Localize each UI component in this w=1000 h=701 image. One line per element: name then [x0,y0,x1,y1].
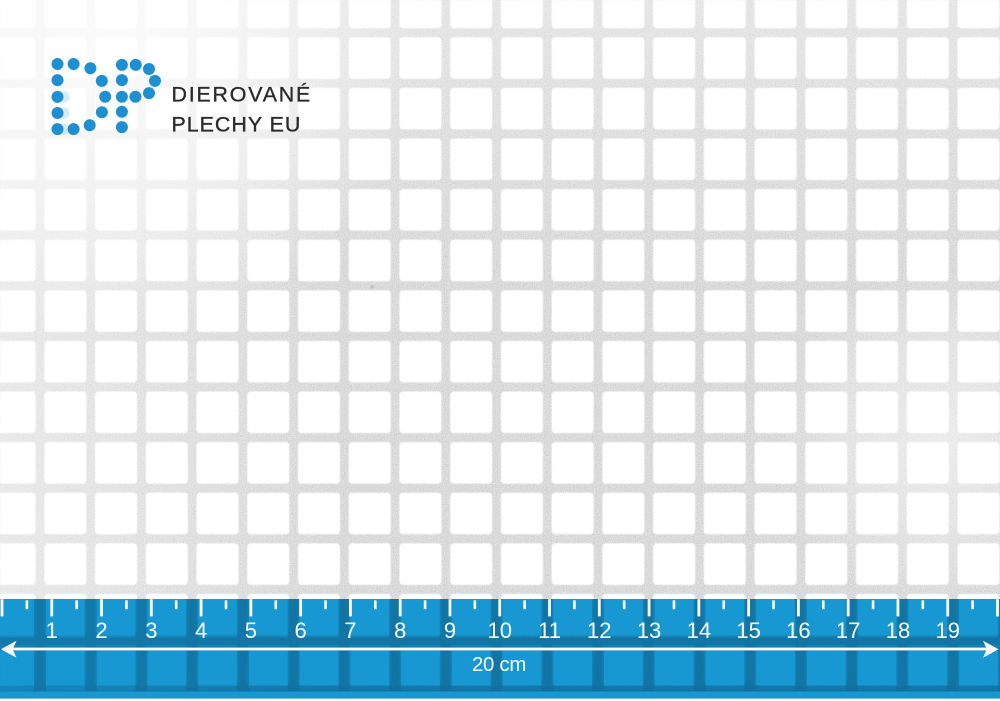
svg-text:5: 5 [245,618,257,643]
svg-text:11: 11 [538,618,561,643]
svg-text:4: 4 [195,618,207,643]
svg-text:PLECHY EU: PLECHY EU [172,113,302,137]
svg-text:1: 1 [46,618,58,643]
svg-text:15: 15 [736,618,760,643]
svg-text:20 cm: 20 cm [472,654,526,676]
svg-text:3: 3 [145,618,157,643]
svg-text:8: 8 [394,618,406,643]
svg-text:12: 12 [587,618,611,643]
svg-text:13: 13 [637,618,661,643]
svg-text:9: 9 [444,618,456,643]
svg-text:14: 14 [687,618,711,643]
svg-text:6: 6 [295,618,307,643]
svg-text:16: 16 [786,618,810,643]
svg-text:7: 7 [344,618,356,643]
svg-text:10: 10 [488,618,512,643]
svg-text:17: 17 [836,618,860,643]
svg-text:18: 18 [886,618,910,643]
svg-text:2: 2 [95,618,107,643]
svg-text:19: 19 [935,618,959,643]
svg-text:DIEROVANÉ: DIEROVANÉ [172,81,313,106]
